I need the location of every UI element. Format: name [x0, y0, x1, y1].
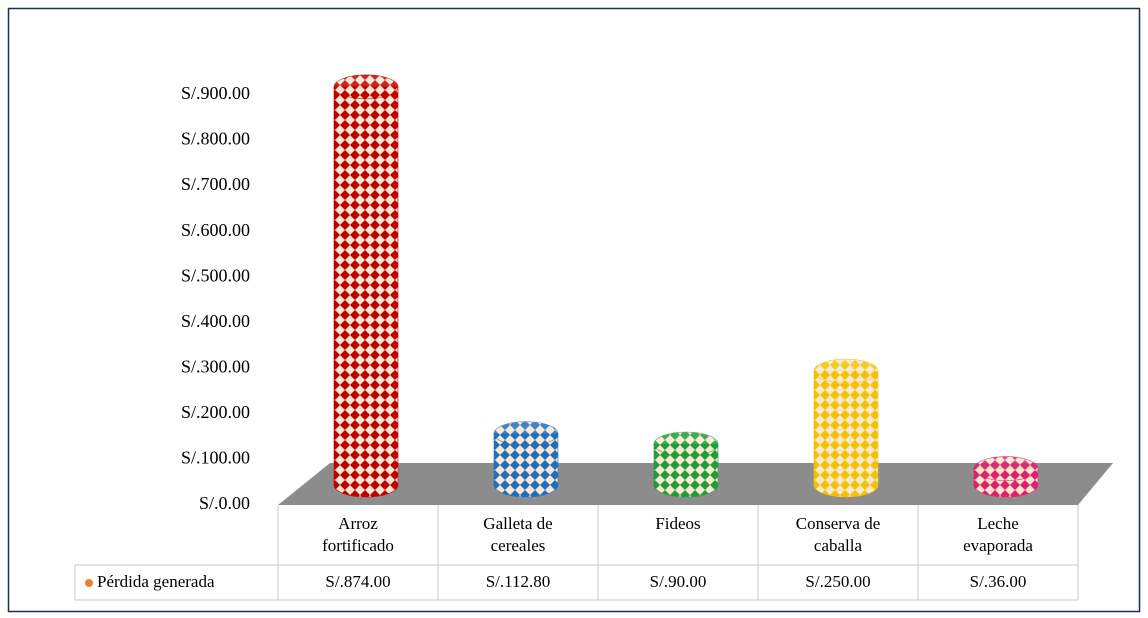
category-cell: Galleta de cereales: [483, 514, 553, 555]
value-label: S/.112.80: [486, 572, 551, 591]
x-tick-label: Arroz fortificado: [322, 514, 394, 555]
cylinder-body: [653, 443, 719, 498]
y-tick-label: S/.600.00: [181, 220, 250, 240]
y-tick-label: S/.300.00: [181, 356, 250, 376]
cylinder-body: [493, 433, 559, 498]
category-cell: Conserva de caballa: [795, 514, 881, 555]
cylinder-top: [653, 431, 719, 457]
category-cell: Fideos: [655, 514, 701, 533]
x-tick-label: Conserva de caballa: [795, 514, 881, 555]
cylinder-top: [813, 358, 879, 384]
y-tick-label: S/.900.00: [181, 83, 250, 103]
y-tick-label: S/.100.00: [181, 448, 250, 468]
y-tick-label: S/.200.00: [181, 402, 250, 422]
chart-frame: [7, 7, 1141, 613]
y-tick-label: S/.700.00: [181, 174, 250, 194]
value-label: S/.250.00: [805, 572, 870, 591]
category-cell: Leche evaporada: [963, 514, 1033, 555]
x-tick-label: Fideos: [655, 514, 701, 533]
value-label: S/.874.00: [325, 572, 390, 591]
cylinder-body: [813, 370, 879, 498]
y-tick-label: S/.400.00: [181, 311, 250, 331]
category-cell: Arroz fortificado: [322, 514, 394, 555]
cylinder-top: [333, 74, 399, 100]
y-tick-label: S/.0.00: [199, 493, 250, 513]
legend-label: Pérdida generada: [97, 572, 215, 591]
value-label: S/.90.00: [650, 572, 707, 591]
y-tick-label: S/.500.00: [181, 265, 250, 285]
x-tick-label: Leche evaporada: [963, 514, 1033, 555]
cylinder-top: [493, 421, 559, 446]
y-tick-label: S/.800.00: [181, 129, 250, 149]
legend-marker: [85, 579, 93, 587]
data-table-grid: [74, 505, 1078, 601]
cylinder-body: [333, 86, 399, 498]
x-tick-label: Galleta de cereales: [483, 514, 553, 555]
value-label: S/.36.00: [970, 572, 1027, 591]
cylinder-top: [973, 456, 1039, 481]
